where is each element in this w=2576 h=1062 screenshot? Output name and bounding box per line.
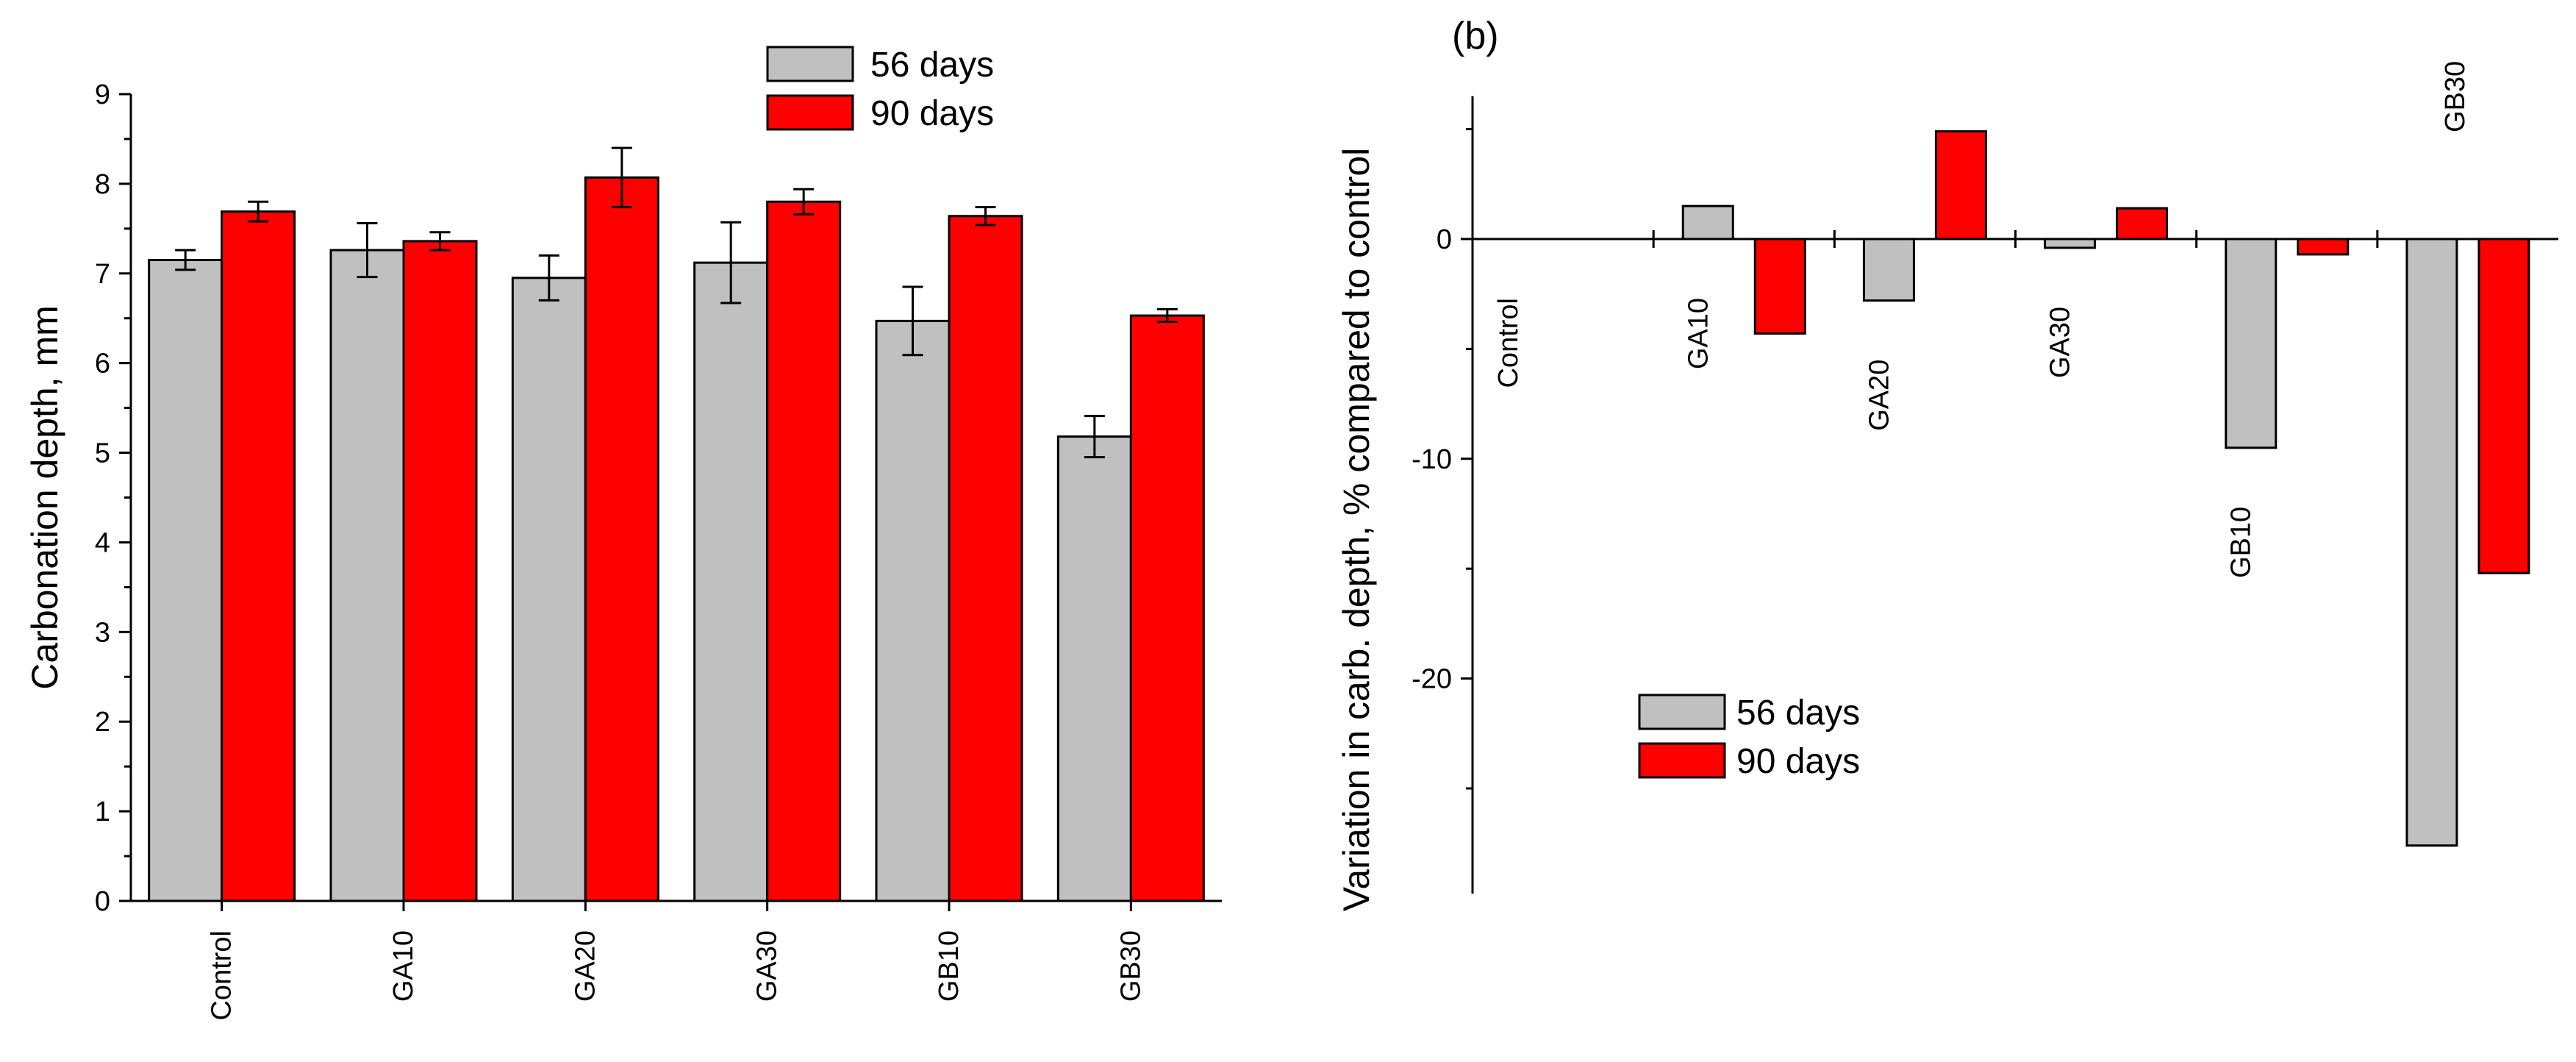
y-tick-label-20: -20 — [1412, 664, 1452, 695]
x-tick-label-ga30: GA30 — [752, 930, 783, 1002]
bar-90-days-gb10 — [2297, 238, 2350, 256]
category-label-gb10: GB10 — [2226, 507, 2257, 578]
bar-90-days-control — [221, 210, 296, 902]
error-bar-90-days-ga20 — [611, 146, 632, 209]
chart-a: Control GA10 GA20 GA30 GB10 GB30 0 1 2 3 4 5 6 7 8 9 Car… — [24, 46, 1222, 1021]
bar-56-days-gb30 — [1056, 435, 1132, 902]
bar-56-days-ga30 — [693, 261, 769, 902]
y-tick-label-3: 3 — [95, 617, 110, 648]
error-bar-56-days-gb10 — [902, 285, 923, 357]
y-tick-label-2: 2 — [95, 707, 110, 738]
bar-90-days-ga30 — [2116, 207, 2169, 240]
error-bar-56-days-control — [175, 249, 196, 271]
bar-90-days-ga10 — [402, 240, 478, 902]
legend-label-90-days: 90 days — [1736, 742, 1860, 781]
y-tick-label-5: 5 — [95, 438, 110, 469]
x-tick-label-gb30: GB30 — [1115, 930, 1146, 1002]
y-tick-label-0: 0 — [1437, 224, 1452, 255]
legend-label-90-days: 90 days — [870, 94, 994, 133]
panel-label-b: (b) — [1452, 15, 1499, 57]
y-axis-title: Carbonation depth, mm — [24, 305, 65, 690]
bar-56-days-ga20 — [511, 277, 587, 902]
bar-90-days-gb10 — [948, 215, 1023, 902]
y-tick-label-6: 6 — [95, 349, 110, 379]
y-tick-label-9: 9 — [95, 79, 110, 110]
y-tick-label-0: 0 — [95, 886, 110, 917]
x-tick-label-control: Control — [207, 930, 237, 1021]
x-tick-label-ga20: GA20 — [570, 930, 601, 1002]
legend-swatch-56-days — [766, 46, 854, 82]
bar-56-days-ga20 — [1862, 238, 1915, 302]
bar-90-days-ga20 — [1934, 130, 1987, 240]
legend-label-56-days: 56 days — [1736, 694, 1860, 733]
bar-56-days-ga30 — [2044, 238, 2097, 249]
error-bar-90-days-ga10 — [429, 231, 451, 252]
bar-56-days-gb10 — [2225, 238, 2278, 449]
error-bar-56-days-ga10 — [357, 222, 378, 279]
bar-90-days-ga20 — [584, 176, 659, 902]
category-label-control: Control — [1493, 298, 1524, 388]
x-tick-label-ga10: GA10 — [388, 930, 419, 1002]
bar-56-days-control — [148, 258, 223, 902]
y-tick-label-7: 7 — [95, 259, 110, 290]
error-bar-90-days-gb30 — [1156, 308, 1178, 324]
legend-label-56-days: 56 days — [870, 46, 994, 85]
y-tick-label-1: 1 — [95, 796, 110, 827]
legend-swatch-56-days — [1638, 694, 1726, 730]
category-label-ga10: GA10 — [1683, 298, 1714, 369]
x-tick-label-gb10: GB10 — [934, 930, 965, 1002]
bar-56-days-ga10 — [1681, 204, 1734, 240]
bar-56-days-ga10 — [329, 249, 405, 902]
error-bar-90-days-gb10 — [975, 206, 996, 227]
legend-swatch-90-days — [1638, 742, 1726, 779]
bar-90-days-ga30 — [766, 200, 842, 902]
error-bar-90-days-control — [248, 200, 269, 223]
category-label-ga30: GA30 — [2045, 307, 2076, 378]
category-label-gb30: GB30 — [2440, 61, 2471, 132]
bar-56-days-gb30 — [2405, 238, 2458, 847]
legend-swatch-90-days — [766, 94, 854, 131]
error-bar-90-days-ga30 — [793, 188, 815, 215]
error-bar-56-days-ga20 — [538, 254, 559, 302]
y-tick-label-4: 4 — [95, 527, 110, 558]
legend-a: 56 days 90 days — [766, 46, 994, 133]
chart-b: Control GA10 GA20 GA30 GB10 GB30 -20 -10 0 Variat… — [1336, 15, 2558, 911]
error-bar-56-days-ga30 — [720, 221, 742, 304]
legend-b: 56 days 90 days — [1638, 694, 1860, 781]
y-axis-title: Variation in carb. depth, % compared to … — [1336, 148, 1377, 912]
bar-90-days-gb30 — [2477, 238, 2530, 574]
y-tick-label-8: 8 — [95, 169, 110, 200]
y-tick-label-10: -10 — [1412, 444, 1452, 475]
bar-90-days-gb30 — [1129, 314, 1205, 902]
bar-56-days-gb10 — [875, 319, 951, 902]
error-bar-56-days-gb30 — [1084, 415, 1105, 459]
bar-90-days-ga10 — [1753, 238, 1806, 335]
category-label-ga20: GA20 — [1864, 360, 1895, 431]
